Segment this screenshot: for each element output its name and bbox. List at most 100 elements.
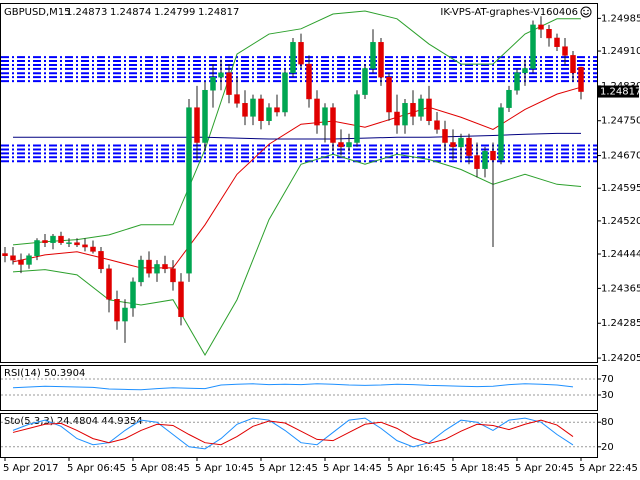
candle-body	[234, 94, 240, 104]
candle-body	[290, 42, 296, 74]
candle-body	[330, 107, 336, 143]
x-tick-label: 5 Apr 06:45	[67, 463, 126, 474]
candle-body	[170, 268, 176, 283]
candle-body	[274, 107, 280, 113]
expert-name: IK-VPS-AT-graphes-V160406	[440, 7, 578, 18]
candle-body	[378, 42, 384, 78]
y-tick-label: 30	[601, 390, 614, 401]
candle-body	[10, 255, 16, 261]
ohlc-close: 1.24817	[198, 7, 239, 18]
y-tick-label: 1.24365	[601, 283, 640, 294]
stoch-panel-frame	[0, 413, 598, 458]
y-tick-label: 1.24910	[601, 46, 640, 57]
candle-body	[66, 242, 72, 244]
candle-body	[106, 268, 112, 300]
candle-body	[402, 103, 408, 126]
indicator-line	[13, 132, 581, 140]
candle-body	[114, 299, 120, 322]
candle-body	[138, 259, 144, 283]
rsi-panel-frame	[0, 365, 598, 411]
main-panel-frame	[0, 3, 598, 363]
x-tick-label: 5 Apr 12:45	[259, 463, 318, 474]
candle-body	[570, 55, 576, 74]
candle-body	[98, 251, 104, 270]
candle-body	[394, 111, 400, 126]
y-tick-label: 1.24750	[601, 116, 640, 127]
rsi-title: RSI(14) 50.3904	[4, 368, 85, 379]
ohlc-low: 1.24799	[154, 7, 195, 18]
candle-body	[514, 72, 520, 91]
candle-body	[434, 120, 440, 130]
smiley	[580, 6, 592, 18]
candle-body	[554, 37, 560, 47]
candle-body	[370, 42, 376, 69]
candle-body	[410, 103, 416, 117]
candle-body	[122, 307, 128, 322]
candle-body	[426, 98, 432, 121]
x-tick-label: 5 Apr 22:45	[579, 463, 638, 474]
y-tick-label: 1.24985	[601, 13, 640, 24]
x-tick-label: 5 Apr 16:45	[387, 463, 446, 474]
candle-body	[298, 42, 304, 65]
stoch-title: Sto(5,3,3) 24.4804 44.9354	[4, 416, 143, 427]
candle-body	[346, 142, 352, 148]
indicator-line	[12, 10, 581, 246]
y-tick-label: 1.24670	[601, 151, 640, 162]
candle-body	[162, 264, 168, 270]
candle-body	[314, 98, 320, 126]
candle-body	[50, 235, 56, 243]
candle-body	[58, 235, 64, 243]
candle-body	[362, 68, 368, 95]
candle-body	[498, 107, 504, 161]
candle-body	[82, 244, 88, 248]
y-tick-label: 20	[601, 442, 614, 453]
current-price-box	[597, 85, 639, 98]
candle-body	[266, 107, 272, 121]
candle-body	[242, 103, 248, 117]
candle-body	[202, 89, 208, 143]
candle-body	[338, 142, 344, 148]
candle-body	[442, 129, 448, 143]
current-price: 1.24817	[600, 87, 640, 98]
candle-body	[466, 137, 472, 156]
candle-body	[210, 76, 216, 91]
candle-body	[218, 72, 224, 78]
ohlc-high: 1.24874	[110, 7, 151, 18]
candle-body	[2, 253, 8, 256]
x-tick-label: 5 Apr 2017	[3, 463, 58, 474]
candle-body	[130, 281, 136, 309]
indicator-line	[12, 419, 574, 446]
candle-body	[546, 29, 552, 39]
y-tick-label: 1.24285	[601, 318, 640, 329]
candle-body	[418, 98, 424, 117]
candle-body	[458, 137, 464, 148]
x-tick-label: 5 Apr 18:45	[451, 463, 510, 474]
candle-body	[322, 107, 328, 126]
indicator-line	[12, 86, 582, 269]
y-tick-label: 1.24205	[601, 353, 640, 364]
x-tick-label: 5 Apr 08:45	[131, 463, 190, 474]
candle-body	[506, 89, 512, 108]
candle-body	[90, 246, 96, 252]
candle-body	[42, 240, 48, 243]
y-tick-label: 70	[601, 374, 614, 385]
candle-body	[474, 155, 480, 169]
x-tick-label: 5 Apr 20:45	[515, 463, 574, 474]
y-tick-label: 1.24520	[601, 216, 640, 227]
candle-body	[74, 242, 80, 246]
candle-body	[178, 281, 184, 317]
candle-body	[562, 46, 568, 56]
x-tick-label: 5 Apr 14:45	[323, 463, 382, 474]
candle-body	[194, 107, 200, 143]
candle-body	[354, 94, 360, 143]
candle-body	[578, 66, 584, 92]
candle-body	[258, 98, 264, 121]
y-tick-label: 1.24595	[601, 183, 640, 194]
y-tick-label: 80	[601, 417, 614, 428]
candle-body	[386, 76, 392, 113]
candle-body	[34, 240, 40, 256]
candle-body	[522, 68, 528, 74]
candle-body	[450, 142, 456, 148]
